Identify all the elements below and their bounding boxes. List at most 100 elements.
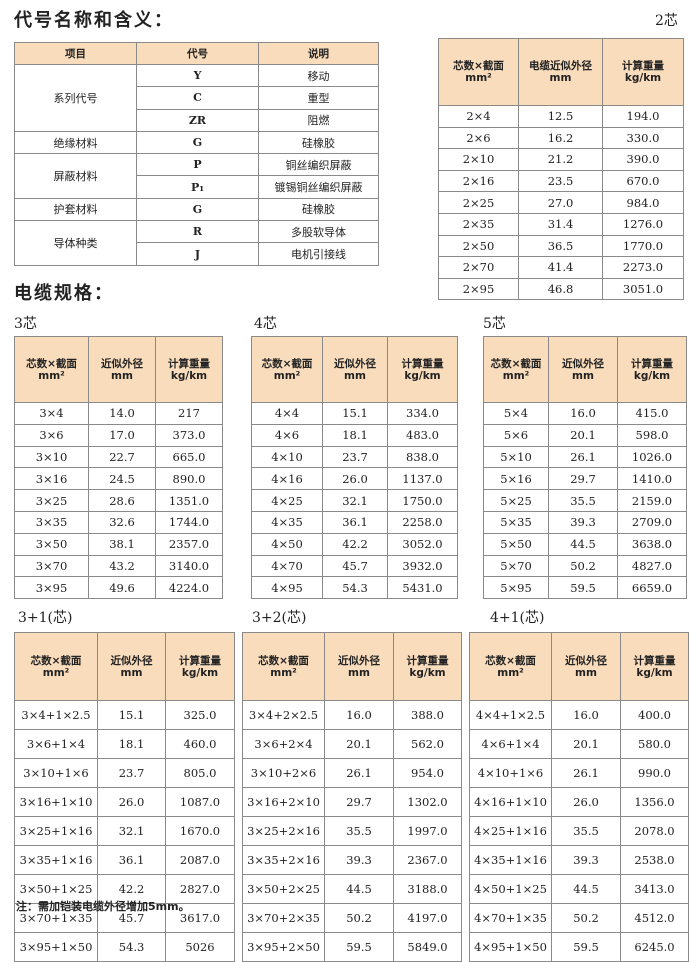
- code-meaning-table: 项目 代号 说明 系列代号 Y 移动 C 重型 ZR 阻燃 绝缘材料 G 硅橡胶 屏蔽材料 P 铜丝编织屏蔽 P…: [14, 42, 379, 266]
- weight-cell: 3140.0: [155, 554, 223, 578]
- diameter-cell: 26.1: [548, 445, 618, 469]
- spec-table-label: 3+1(芯): [18, 610, 73, 626]
- code-cell: C: [136, 86, 259, 110]
- spec-cell: 3×4+2×2.5: [242, 700, 325, 730]
- column-header-line: kg/km: [409, 666, 446, 679]
- code-cell: G: [136, 130, 259, 155]
- table-row: 3×70 43.2 3140.0: [14, 554, 223, 578]
- spec-cell: 3×6+2×4: [242, 729, 325, 759]
- weight-cell: 665.0: [155, 445, 223, 469]
- table-row: 3×10 22.7 665.0: [14, 445, 223, 469]
- spec-cell: 3×25: [14, 489, 89, 512]
- table-row: 3×10+1×6 23.7 805.0: [14, 758, 235, 788]
- diameter-cell: 54.3: [322, 576, 388, 600]
- diameter-cell: 18.1: [97, 729, 166, 759]
- table-row: 2×25 27.0 984.0: [438, 191, 684, 214]
- table-header-row: 芯数×截面 mm² 近似外径 mm 计算重量 kg/km: [469, 632, 689, 701]
- diameter-cell: 42.2: [97, 874, 166, 904]
- spec-cell: 2×4: [438, 105, 519, 128]
- diameter-cell: 26.0: [97, 787, 166, 817]
- spec-cell: 3×95: [14, 576, 89, 600]
- table-row: 3×10+2×6 26.1 954.0: [242, 758, 462, 788]
- diameter-cell: 59.5: [551, 932, 621, 962]
- diameter-cell: 44.5: [324, 874, 394, 904]
- spec-cell: 3×10+1×6: [14, 758, 98, 788]
- weight-cell: 2087.0: [165, 845, 235, 875]
- column-header-line: 近似外径: [110, 654, 153, 667]
- weight-cell: 388.0: [393, 700, 462, 730]
- table-row: 5×16 29.7 1410.0: [483, 467, 687, 491]
- spec-table: 芯数×截面 mm² 近似外径 mm 计算重量 kg/km 4×4+1×2.5 16.0 400.…: [469, 632, 689, 962]
- spec-cell: 4×10: [251, 445, 323, 469]
- column-header-line: mm²: [38, 369, 65, 382]
- weight-cell: 5849.0: [393, 932, 462, 962]
- weight-cell: 5026: [165, 932, 235, 962]
- diameter-cell: 16.0: [324, 700, 394, 730]
- weight-cell: 3932.0: [387, 554, 458, 578]
- weight-cell: 2709.0: [617, 510, 687, 534]
- spec-cell: 3×35+1×16: [14, 845, 98, 875]
- table-header-row: 芯数×截面 mm² 电缆近似外径 mm 计算重量 kg/km: [438, 38, 684, 106]
- column-header-line: 近似外径: [565, 654, 607, 667]
- column-header-line: mm²: [273, 369, 301, 382]
- table-row: 护套材料 G 硅橡胶: [14, 197, 379, 222]
- spec-cell: 2×25: [438, 191, 519, 214]
- diameter-cell: 36.1: [97, 845, 166, 875]
- weight-cell: 1356.0: [620, 787, 689, 817]
- spec-table: 芯数×截面 mm² 近似外径 mm 计算重量 kg/km 3×4 14.0 217 3×6 17.0…: [14, 336, 223, 600]
- weight-cell: 2078.0: [620, 816, 689, 846]
- spec-cell: 4×70+1×35: [469, 903, 552, 933]
- table-row: 2×6 16.2 330.0: [438, 126, 684, 150]
- diameter-cell: 49.6: [88, 576, 156, 600]
- diameter-cell: 20.1: [324, 729, 394, 759]
- weight-cell: 2159.0: [617, 489, 687, 512]
- weight-cell: 325.0: [165, 700, 235, 730]
- spec-table-label: 3+2(芯): [252, 610, 307, 626]
- table-header-row: 芯数×截面 mm² 近似外径 mm 计算重量 kg/km: [242, 632, 462, 701]
- diameter-cell: 32.1: [322, 489, 388, 512]
- diameter-cell: 39.3: [548, 510, 618, 534]
- spec-table-label: 4芯: [254, 316, 277, 332]
- column-header-line: 芯数×截面: [261, 357, 313, 370]
- column-header: 芯数×截面 mm²: [438, 38, 519, 106]
- column-header-line: 计算重量: [622, 60, 664, 72]
- diameter-cell: 44.5: [551, 874, 621, 904]
- column-header: 近似外径 mm: [551, 632, 621, 701]
- column-header: 芯数×截面 mm²: [469, 632, 552, 701]
- spec-cell: 3×50: [14, 532, 89, 556]
- column-header-line: kg/km: [624, 72, 662, 84]
- weight-cell: 390.0: [602, 148, 684, 171]
- spec-cell: 3×35+2×16: [242, 845, 325, 875]
- weight-cell: 580.0: [620, 729, 689, 759]
- table-row: 系列代号 Y 移动: [14, 63, 379, 132]
- spec-cell: 2×95: [438, 277, 519, 301]
- weight-cell: 1351.0: [155, 489, 223, 512]
- table-row: 3×16+1×10 26.0 1087.0: [14, 787, 235, 817]
- spec-cell: 4×25+1×16: [469, 816, 552, 846]
- description-cell: 电机引接线: [258, 242, 379, 266]
- table-row: 3×95+2×50 59.5 5849.0: [242, 932, 462, 962]
- spec-table-label: 5芯: [483, 316, 506, 332]
- weight-cell: 4827.0: [617, 554, 687, 578]
- weight-cell: 4197.0: [393, 903, 462, 933]
- table-row: 4×6 18.1 483.0: [251, 423, 458, 447]
- item-cell: 屏蔽材料: [14, 153, 137, 199]
- spec-cell: 2×35: [438, 212, 519, 236]
- codes-section-title: 代号名称和含义：: [14, 10, 174, 31]
- table-row: 3×95 49.6 4224.0: [14, 576, 223, 600]
- column-header: 近似外径 mm: [324, 632, 394, 701]
- weight-cell: 2273.0: [602, 256, 684, 279]
- diameter-cell: 15.1: [322, 402, 388, 425]
- column-header-line: mm²: [270, 666, 297, 679]
- spec-cell: 5×10: [483, 445, 549, 469]
- column-header: 计算重量 kg/km: [165, 632, 235, 701]
- diameter-cell: 31.4: [518, 212, 603, 236]
- spec-cell: 4×70: [251, 554, 323, 578]
- diameter-cell: 44.5: [548, 532, 618, 556]
- diameter-cell: 15.1: [97, 700, 166, 730]
- weight-cell: 1750.0: [387, 489, 458, 512]
- spec-table-label: 3芯: [14, 316, 37, 332]
- diameter-cell: 29.7: [548, 467, 618, 491]
- table-row: 2×10 21.2 390.0: [438, 148, 684, 171]
- table-row: 5×35 39.3 2709.0: [483, 510, 687, 534]
